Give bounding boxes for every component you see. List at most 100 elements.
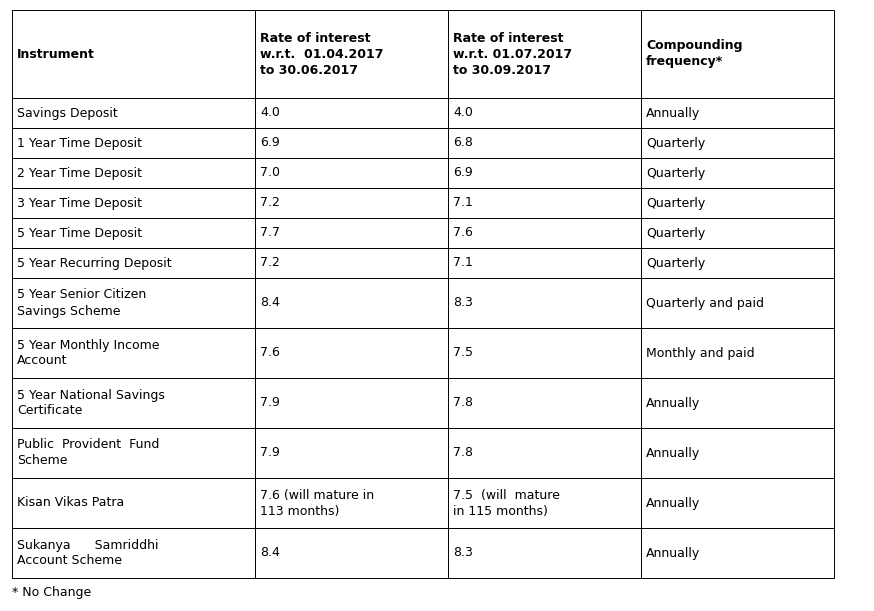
Bar [12,378,255,428]
Bar [255,428,448,478]
Bar [255,188,448,218]
Bar [448,278,641,328]
Bar [12,278,255,328]
Text: Annually: Annually [646,497,700,510]
Text: 5 Year Monthly Income
Account: 5 Year Monthly Income Account [17,338,159,367]
Text: 7.2: 7.2 [260,197,280,210]
Text: Annually: Annually [646,447,700,459]
Bar [448,10,641,98]
Text: 7.6: 7.6 [453,227,473,240]
Bar [255,128,448,158]
Bar [641,428,834,478]
Bar [641,128,834,158]
Bar [255,378,448,428]
Text: 7.6: 7.6 [260,346,280,359]
Bar [12,428,255,478]
Bar [641,188,834,218]
Text: 3 Year Time Deposit: 3 Year Time Deposit [17,197,142,210]
Text: Sukanya      Samriddhi
Account Scheme: Sukanya Samriddhi Account Scheme [17,538,158,568]
Bar [641,478,834,528]
Text: Quarterly: Quarterly [646,197,705,210]
Bar [255,478,448,528]
Text: 7.1: 7.1 [453,197,473,210]
Bar [12,98,255,128]
Bar [12,158,255,188]
Text: 7.1: 7.1 [453,257,473,269]
Text: 5 Year Senior Citizen
Savings Scheme: 5 Year Senior Citizen Savings Scheme [17,288,146,318]
Text: 6.9: 6.9 [453,167,473,180]
Text: 8.4: 8.4 [260,296,280,310]
Bar [641,98,834,128]
Text: Compounding
frequency*: Compounding frequency* [646,40,743,68]
Bar [641,158,834,188]
Bar [12,328,255,378]
Text: 4.0: 4.0 [260,106,280,120]
Bar [255,158,448,188]
Bar [12,128,255,158]
Text: Savings Deposit: Savings Deposit [17,106,118,120]
Text: 1 Year Time Deposit: 1 Year Time Deposit [17,136,142,150]
Bar [448,248,641,278]
Bar [255,248,448,278]
Text: Monthly and paid: Monthly and paid [646,346,754,359]
Text: 6.9: 6.9 [260,136,280,150]
Text: 7.2: 7.2 [260,257,280,269]
Bar [641,10,834,98]
Text: 5 Year National Savings
Certificate: 5 Year National Savings Certificate [17,389,165,417]
Text: Quarterly: Quarterly [646,227,705,240]
Text: Annually: Annually [646,397,700,409]
Bar [448,528,641,578]
Bar [641,328,834,378]
Text: Kisan Vikas Patra: Kisan Vikas Patra [17,497,124,510]
Text: 8.3: 8.3 [453,296,473,310]
Text: 7.9: 7.9 [260,397,280,409]
Text: Rate of interest
w.r.t.  01.04.2017
to 30.06.2017: Rate of interest w.r.t. 01.04.2017 to 30… [260,32,384,76]
Bar [12,528,255,578]
Text: Quarterly: Quarterly [646,167,705,180]
Bar [255,218,448,248]
Bar [448,218,641,248]
Bar [641,378,834,428]
Text: Annually: Annually [646,546,700,560]
Text: 7.9: 7.9 [260,447,280,459]
Bar [255,10,448,98]
Text: 7.5: 7.5 [453,346,473,359]
Text: 4.0: 4.0 [453,106,473,120]
Text: Rate of interest
w.r.t. 01.07.2017
to 30.09.2017: Rate of interest w.r.t. 01.07.2017 to 30… [453,32,572,76]
Text: 5 Year Recurring Deposit: 5 Year Recurring Deposit [17,257,171,269]
Bar [448,328,641,378]
Bar [12,248,255,278]
Text: Quarterly: Quarterly [646,257,705,269]
Text: 7.5  (will  mature
in 115 months): 7.5 (will mature in 115 months) [453,489,560,518]
Text: Annually: Annually [646,106,700,120]
Bar [448,158,641,188]
Text: * No Change: * No Change [12,586,91,599]
Bar [12,10,255,98]
Bar [448,378,641,428]
Text: Public  Provident  Fund
Scheme: Public Provident Fund Scheme [17,439,159,467]
Bar [255,328,448,378]
Text: Instrument: Instrument [17,48,95,60]
Bar [641,528,834,578]
Text: Quarterly: Quarterly [646,136,705,150]
Bar [255,98,448,128]
Text: Quarterly and paid: Quarterly and paid [646,296,764,310]
Bar [641,218,834,248]
Text: 7.8: 7.8 [453,447,473,459]
Bar [255,528,448,578]
Bar [641,278,834,328]
Bar [641,248,834,278]
Bar [448,128,641,158]
Text: 7.7: 7.7 [260,227,280,240]
Bar [12,188,255,218]
Text: 5 Year Time Deposit: 5 Year Time Deposit [17,227,142,240]
Text: 7.6 (will mature in
113 months): 7.6 (will mature in 113 months) [260,489,374,518]
Text: 7.0: 7.0 [260,167,280,180]
Bar [448,98,641,128]
Text: 6.8: 6.8 [453,136,473,150]
Text: 7.8: 7.8 [453,397,473,409]
Bar [448,428,641,478]
Text: 8.3: 8.3 [453,546,473,560]
Bar [12,218,255,248]
Bar [448,188,641,218]
